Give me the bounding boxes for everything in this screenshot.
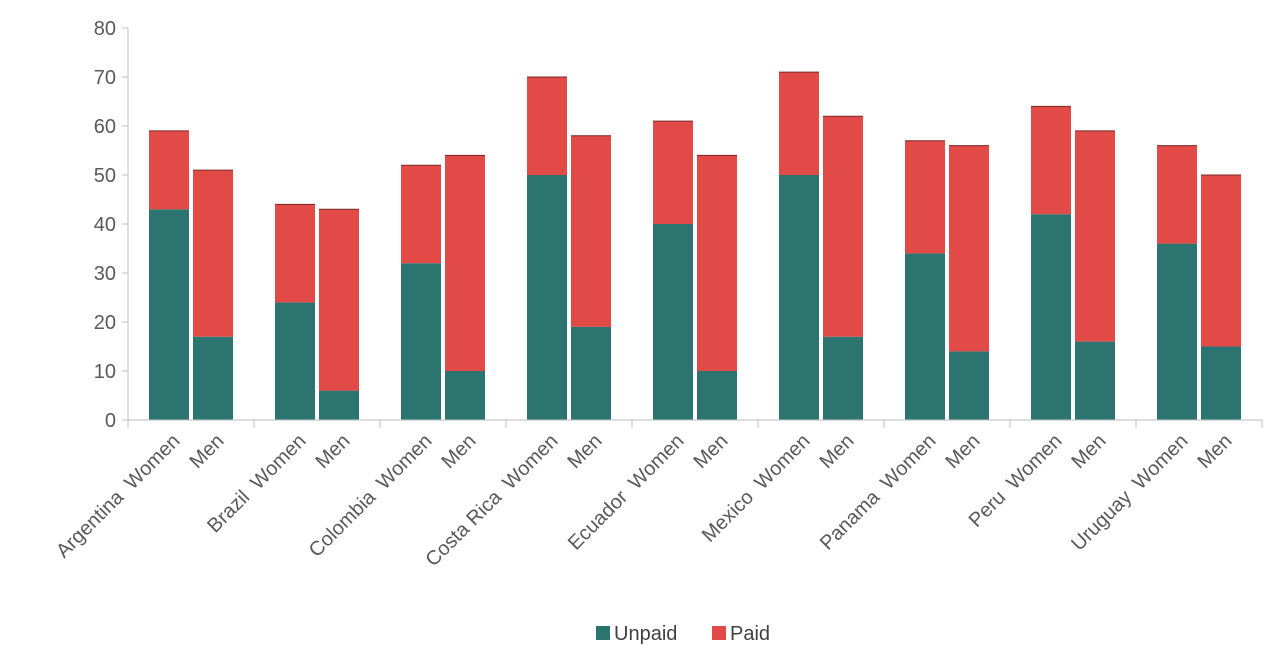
bar-paid <box>949 145 989 352</box>
bar-paid <box>445 155 485 371</box>
legend-swatch-unpaid <box>596 626 610 640</box>
bar-paid <box>823 116 863 337</box>
y-tick-label: 30 <box>94 263 116 285</box>
bar-unpaid <box>779 175 819 420</box>
bar-unpaid <box>653 224 693 420</box>
bar-unpaid <box>1031 214 1071 420</box>
bar-unpaid <box>823 336 863 420</box>
bar-unpaid <box>445 371 485 420</box>
bar-unpaid <box>1157 243 1197 420</box>
y-tick-label: 80 <box>94 18 116 40</box>
bar-paid <box>149 130 189 210</box>
y-tick-label: 10 <box>94 361 116 383</box>
legend: Unpaid Paid <box>596 623 770 645</box>
y-tick-label: 40 <box>94 214 116 236</box>
bar-unpaid <box>149 209 189 420</box>
x-category-label: Men <box>563 430 606 473</box>
bar-paid <box>1157 145 1197 244</box>
x-category-label: Men <box>311 430 354 473</box>
x-category-label: Men <box>941 430 984 473</box>
bar-unpaid <box>1201 346 1241 420</box>
bar-paid <box>653 121 693 224</box>
bar-unpaid <box>905 253 945 420</box>
legend-label-paid: Paid <box>730 623 770 645</box>
y-tick-label: 70 <box>94 67 116 89</box>
legend-label-unpaid: Unpaid <box>614 623 677 645</box>
bar-paid <box>1075 130 1115 342</box>
bar-paid <box>1031 106 1071 215</box>
y-tick-label: 50 <box>94 165 116 187</box>
bar-unpaid <box>697 371 737 420</box>
x-category-label: Men <box>185 430 228 473</box>
bar-paid <box>697 155 737 371</box>
bar-unpaid <box>949 351 989 420</box>
bar-paid <box>193 170 233 337</box>
x-category-label: Men <box>1193 430 1236 473</box>
y-tick-label: 20 <box>94 312 116 334</box>
bar-unpaid <box>319 390 359 420</box>
bar-paid <box>905 140 945 254</box>
bar-unpaid <box>275 302 315 420</box>
bar-paid <box>1201 175 1241 347</box>
y-tick-label: 0 <box>105 410 116 432</box>
bar-paid <box>779 72 819 175</box>
bars <box>149 71 1241 420</box>
y-axis: 0 10 20 30 40 50 60 70 80 <box>94 18 129 432</box>
bar-paid <box>401 165 441 264</box>
bar-unpaid <box>401 263 441 420</box>
bar-unpaid <box>1075 341 1115 420</box>
x-category-label: Men <box>1067 430 1110 473</box>
bar-unpaid <box>527 175 567 420</box>
x-category-label: Argentina Women <box>52 430 184 562</box>
bar-paid <box>319 209 359 391</box>
bar-paid <box>275 204 315 303</box>
bar-paid <box>571 135 611 327</box>
x-category-label: Men <box>815 430 858 473</box>
bar-unpaid <box>193 336 233 420</box>
y-tick-label: 60 <box>94 116 116 138</box>
x-category-label: Men <box>437 430 480 473</box>
bar-unpaid <box>571 326 611 420</box>
x-category-label: Men <box>689 430 732 473</box>
legend-swatch-paid <box>712 626 726 640</box>
bar-paid <box>527 77 567 175</box>
